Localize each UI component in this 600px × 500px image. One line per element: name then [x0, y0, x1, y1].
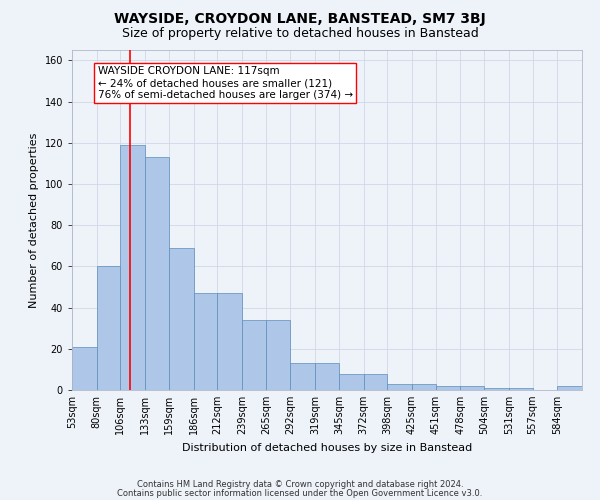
Text: Contains HM Land Registry data © Crown copyright and database right 2024.: Contains HM Land Registry data © Crown c…	[137, 480, 463, 489]
Bar	[364, 374, 388, 390]
Bar	[145, 157, 169, 390]
Bar	[72, 346, 97, 390]
Bar	[436, 386, 460, 390]
Text: WAYSIDE CROYDON LANE: 117sqm
← 24% of detached houses are smaller (121)
76% of s: WAYSIDE CROYDON LANE: 117sqm ← 24% of de…	[98, 66, 353, 100]
Bar	[484, 388, 509, 390]
Bar	[339, 374, 364, 390]
Y-axis label: Number of detached properties: Number of detached properties	[29, 132, 39, 308]
Bar	[388, 384, 412, 390]
Bar	[242, 320, 266, 390]
Bar	[121, 145, 145, 390]
Text: Contains public sector information licensed under the Open Government Licence v3: Contains public sector information licen…	[118, 488, 482, 498]
Bar	[460, 386, 484, 390]
Bar	[169, 248, 194, 390]
Bar	[194, 293, 217, 390]
Bar	[509, 388, 533, 390]
Bar	[412, 384, 436, 390]
Bar	[290, 363, 315, 390]
Text: WAYSIDE, CROYDON LANE, BANSTEAD, SM7 3BJ: WAYSIDE, CROYDON LANE, BANSTEAD, SM7 3BJ	[114, 12, 486, 26]
Bar	[217, 293, 242, 390]
Bar	[266, 320, 290, 390]
X-axis label: Distribution of detached houses by size in Banstead: Distribution of detached houses by size …	[182, 442, 472, 452]
Bar	[97, 266, 121, 390]
Bar	[557, 386, 582, 390]
Bar	[315, 363, 339, 390]
Text: Size of property relative to detached houses in Banstead: Size of property relative to detached ho…	[122, 28, 478, 40]
